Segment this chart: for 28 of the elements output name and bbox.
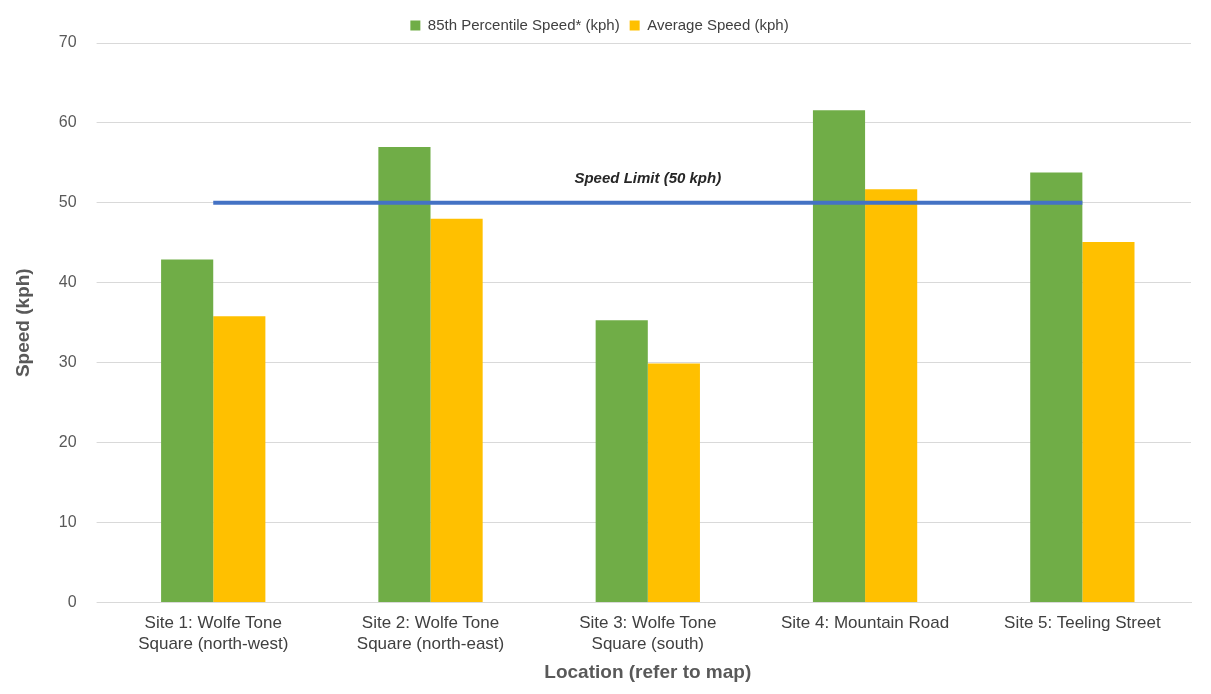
y-tick-label: 20 (58, 432, 77, 450)
x-tick-label: Site 3: Wolfe Tone Square (south) (579, 613, 717, 653)
x-tick-label: Site 5: Teeling Street (1004, 613, 1161, 633)
x-tick-label: Site 2: Wolfe Tone Square (north-east) (356, 613, 505, 653)
bar (812, 110, 866, 602)
bar (213, 316, 266, 602)
y-tick-label: 60 (58, 113, 77, 131)
bar (647, 363, 700, 602)
y-tick-label: 40 (58, 273, 77, 291)
bar (161, 259, 214, 602)
bar (430, 218, 483, 602)
bar (595, 320, 648, 602)
y-tick-label: 0 (67, 592, 77, 610)
legend-label: 85th Percentile Speed* (kph) (427, 15, 620, 33)
ref-line-label: Speed Limit (50 kph) (574, 169, 722, 187)
bar (865, 189, 918, 602)
bar (378, 146, 431, 602)
bar (1082, 241, 1135, 602)
x-tick-label: Site 4: Mountain Road (780, 613, 950, 633)
legend-label: Average Speed (kph) (647, 15, 789, 33)
x-tick-label: Site 1: Wolfe Tone Square (north-west) (138, 613, 289, 653)
x-axis-title: Location (refer to map) (544, 660, 752, 682)
y-tick-label: 10 (58, 512, 77, 530)
bar (1030, 172, 1083, 602)
y-axis-title: Speed (kph) (11, 268, 33, 378)
y-tick-label: 70 (58, 33, 77, 51)
y-tick-label: 30 (58, 353, 77, 371)
y-tick-label: 50 (58, 193, 77, 211)
